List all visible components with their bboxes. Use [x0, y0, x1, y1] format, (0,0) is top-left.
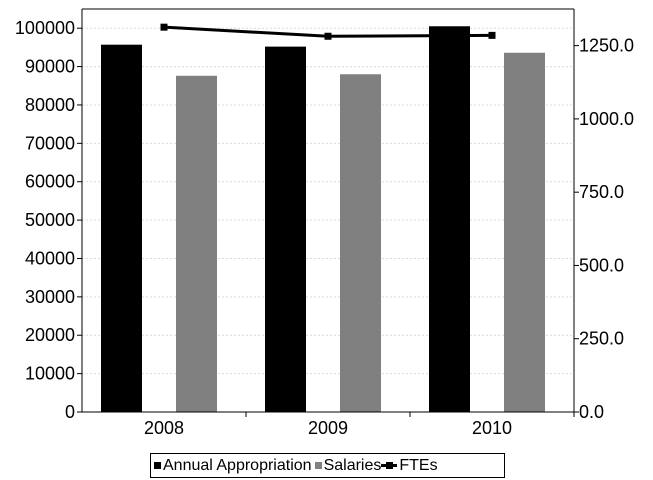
left-axis-tick-labels: 0 10000 20000 30000 40000 50000 60000 70000 8000… [15, 18, 75, 422]
x-tick-label: 2008 [144, 418, 184, 438]
bar-series [101, 26, 545, 413]
x-axis-tick-labels: 2008 2009 2010 [144, 418, 512, 438]
left-tick-label: 20000 [25, 325, 75, 345]
right-tick-label: 1250.0 [579, 36, 634, 56]
bar-annual-appropriation [101, 44, 142, 413]
legend: Annual Appropriation Salaries FTEs [150, 453, 505, 478]
right-tick-label: 250.0 [579, 329, 624, 349]
legend-label-salaries: Salaries [323, 456, 382, 474]
point-ftes [160, 23, 168, 31]
left-tick-label: 0 [65, 402, 75, 422]
legend-item-annual-appropriation: Annual Appropriation [154, 457, 312, 475]
right-axis-tick-labels: 0.0 250.0 500.0 750.0 1000.0 1250.0 [579, 36, 634, 422]
legend-line-ftes [381, 462, 398, 469]
bar-salaries [504, 52, 545, 413]
point-ftes [324, 32, 332, 40]
chart-area: 0 10000 20000 30000 40000 50000 60000 70000 8000… [15, 8, 634, 438]
left-tick-label: 30000 [25, 287, 75, 307]
left-tick-label: 70000 [25, 133, 75, 153]
right-tick-label: 500.0 [579, 255, 624, 275]
right-tick-label: 0.0 [579, 402, 604, 422]
point-ftes [488, 31, 496, 39]
grid-lines [82, 27, 574, 375]
right-tick-label: 1000.0 [579, 109, 634, 129]
left-tick-label: 10000 [25, 364, 75, 384]
legend-swatch-salaries [314, 462, 322, 469]
left-tick-label: 80000 [25, 95, 75, 115]
right-tick-label: 750.0 [579, 182, 624, 202]
bar-annual-appropriation [265, 46, 306, 412]
left-tick-label: 100000 [15, 18, 75, 38]
legend-swatch-annual-appropriation [154, 462, 161, 469]
left-tick-label: 50000 [25, 210, 75, 230]
legend-label-annual-appropriation: Annual Appropriation [163, 456, 312, 474]
left-tick-label: 60000 [25, 172, 75, 192]
bar-salaries [176, 75, 217, 412]
x-tick-label: 2009 [308, 418, 348, 438]
line-series [160, 23, 496, 40]
legend-item-ftes: FTEs [381, 456, 438, 475]
legend-label-ftes: FTEs [399, 456, 438, 474]
legend-item-salaries: Salaries [314, 456, 382, 475]
x-tick-label: 2010 [472, 418, 512, 438]
left-tick-label: 40000 [25, 248, 75, 268]
bar-annual-appropriation [429, 26, 470, 413]
left-tick-label: 90000 [25, 57, 75, 77]
bar-salaries [340, 74, 381, 412]
axes [77, 8, 579, 417]
